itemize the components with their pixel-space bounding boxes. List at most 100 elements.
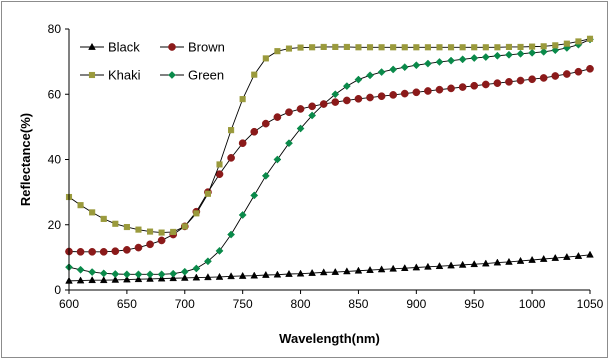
data-point-brown <box>76 247 85 256</box>
data-point-green <box>227 230 236 239</box>
data-point-green <box>215 246 224 255</box>
data-point-khaki <box>332 43 339 50</box>
data-point-khaki <box>552 42 559 49</box>
x-tick-label: 650 <box>117 297 137 311</box>
x-tick-label: 1050 <box>577 297 604 311</box>
data-point-black <box>123 275 131 283</box>
data-point-black <box>273 270 282 278</box>
data-point-black <box>493 258 502 266</box>
data-point-black <box>574 251 583 259</box>
data-point-green <box>331 90 340 99</box>
data-point-black <box>377 265 386 273</box>
x-ticks: 600 650 700 750 800 850 900 950 1000 1050 <box>59 290 604 311</box>
data-point-green <box>169 269 178 278</box>
data-point-green <box>505 50 513 59</box>
data-point-brown <box>458 83 467 91</box>
data-point-khaki <box>494 44 501 51</box>
data-point-black <box>412 263 421 271</box>
data-point-green <box>342 82 351 91</box>
data-point-brown <box>551 72 560 80</box>
data-point-green <box>285 139 293 148</box>
data-point-brown <box>366 93 374 102</box>
data-point-brown <box>516 76 525 85</box>
data-point-khaki <box>158 229 165 236</box>
data-point-black <box>227 272 235 280</box>
data-point-black <box>319 268 328 276</box>
data-point-brown <box>99 247 108 256</box>
data-point-green <box>412 61 421 70</box>
data-point-green <box>180 267 189 276</box>
series-line-khaki <box>68 38 591 234</box>
data-point-khaki <box>563 40 570 47</box>
data-point-black <box>354 266 363 274</box>
data-point-brown <box>435 85 444 94</box>
axes: 600 650 700 750 800 850 900 950 1000 1050 0 20 40 60… <box>48 22 604 311</box>
data-point-khaki <box>517 43 524 50</box>
data-point-khaki <box>586 35 594 42</box>
data-point-brown <box>377 92 386 101</box>
data-point-green <box>354 75 363 84</box>
data-point-khaki <box>378 44 385 51</box>
legend-item-green: Green <box>160 68 224 83</box>
data-point-green <box>261 171 270 180</box>
data-point-green <box>238 211 247 219</box>
data-point-green <box>481 53 490 62</box>
data-point-brown <box>400 89 409 98</box>
data-point-black <box>424 262 432 270</box>
data-point-khaki <box>424 44 431 51</box>
data-point-brown <box>123 246 131 254</box>
data-point-khaki <box>146 228 154 235</box>
data-point-black <box>111 275 120 283</box>
data-point-khaki <box>540 43 547 50</box>
data-point-khaki <box>297 44 304 51</box>
data-point-brown <box>574 67 583 76</box>
data-point-black <box>215 272 224 280</box>
x-tick-label: 850 <box>348 297 368 311</box>
data-point-khaki <box>193 210 200 217</box>
legend-item-brown: Brown <box>160 40 225 55</box>
data-point-green <box>458 55 467 64</box>
data-point-khaki <box>355 44 362 51</box>
data-point-green <box>493 51 502 60</box>
data-point-brown <box>470 81 479 90</box>
data-point-khaki <box>262 55 269 62</box>
data-point-khaki <box>274 48 281 55</box>
data-point-green <box>389 65 398 74</box>
data-point-green <box>203 257 212 266</box>
legend-item-black: Black <box>80 40 140 55</box>
legend-marker-black <box>88 42 96 50</box>
data-point-khaki <box>413 44 420 51</box>
data-point-black <box>169 274 178 282</box>
data-point-green <box>250 191 259 200</box>
legend-label: Black <box>108 40 140 55</box>
data-point-black <box>551 253 560 261</box>
data-point-brown <box>146 240 154 249</box>
data-point-black <box>180 273 189 281</box>
data-point-khaki <box>135 226 142 233</box>
data-point-khaki <box>77 202 84 209</box>
data-point-green <box>157 270 166 279</box>
data-point-brown <box>250 127 259 136</box>
data-point-black <box>250 271 259 279</box>
data-point-green <box>99 269 108 278</box>
data-point-green <box>308 111 317 120</box>
data-point-brown <box>261 119 270 128</box>
data-point-black <box>238 271 247 279</box>
series-brown <box>65 64 594 256</box>
data-point-black <box>204 273 212 281</box>
data-point-green <box>122 270 131 279</box>
data-point-brown <box>343 96 351 105</box>
data-point-khaki <box>251 71 258 78</box>
data-point-brown <box>308 102 316 111</box>
legend-label: Khaki <box>108 68 141 83</box>
x-tick-label: 600 <box>59 297 79 311</box>
data-point-green <box>470 54 479 62</box>
data-point-green <box>296 124 305 133</box>
x-tick-label: 950 <box>464 297 484 311</box>
data-point-brown <box>134 243 143 252</box>
series-line-brown <box>68 68 591 253</box>
series-line-green <box>68 39 591 275</box>
data-point-black <box>308 268 316 276</box>
data-point-black <box>528 255 536 263</box>
